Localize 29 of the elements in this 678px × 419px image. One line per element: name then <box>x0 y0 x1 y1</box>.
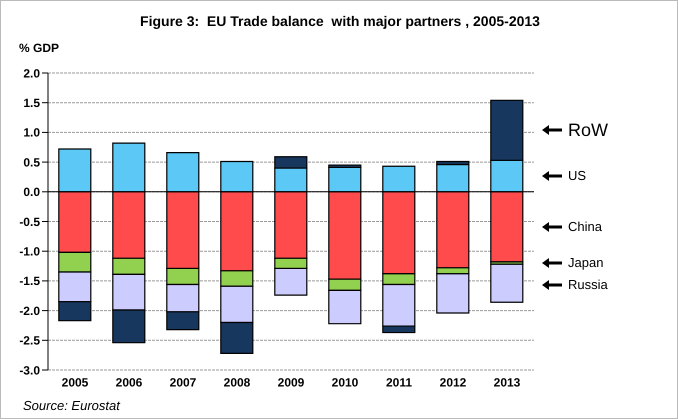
source-note: Source: Eurostat <box>23 398 120 413</box>
x-tick-label: 2006 <box>116 376 143 390</box>
x-tick-label: 2010 <box>332 376 359 390</box>
y-tick-label: 1.5 <box>23 96 40 110</box>
text: US <box>568 167 586 186</box>
y-tick-label: -1.0 <box>19 244 40 258</box>
x-tick-label: 2007 <box>170 376 197 390</box>
text: Russia <box>568 276 608 294</box>
x-tick-label: 2005 <box>62 376 89 390</box>
y-tick-label: -2.5 <box>19 334 40 348</box>
text: RoW <box>568 120 608 140</box>
y-tick-label: 1.0 <box>23 126 40 140</box>
x-tick-label: 2011 <box>386 376 412 390</box>
x-tick-label: 2013 <box>494 376 521 390</box>
bar <box>490 264 524 303</box>
text: China <box>568 218 602 236</box>
y-axis-title: % GDP <box>19 41 60 55</box>
y-tick-label: 2.0 <box>23 66 40 80</box>
text: Japan <box>568 254 604 272</box>
chart-title: Figure 3: EU Trade balance with major partners , 2005-2013 <box>139 13 541 29</box>
y-tick-label: -2.0 <box>19 304 40 318</box>
x-tick-label: 2012 <box>440 376 467 390</box>
y-tick-label: -1.5 <box>19 274 40 288</box>
y-tick-label: 0.5 <box>23 155 40 170</box>
y-tick-label: -3.0 <box>19 363 40 378</box>
x-tick-label: 2008 <box>224 376 251 390</box>
y-tick-label: 0.0 <box>23 185 40 200</box>
y-tick-label: -0.5 <box>19 214 40 229</box>
x-tick-label: 2009 <box>278 376 305 390</box>
